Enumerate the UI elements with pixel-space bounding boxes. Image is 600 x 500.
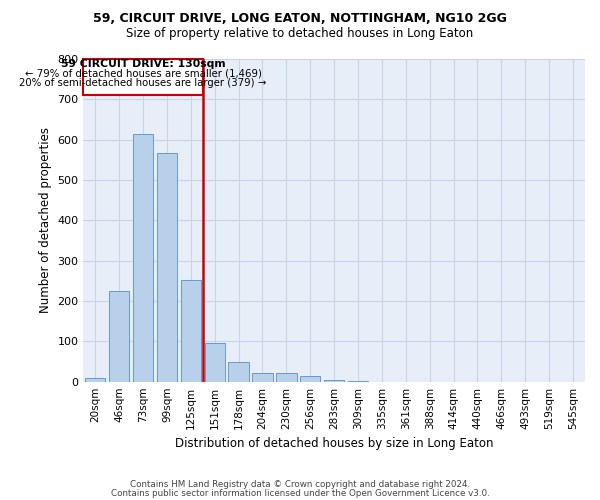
X-axis label: Distribution of detached houses by size in Long Eaton: Distribution of detached houses by size … bbox=[175, 437, 493, 450]
Text: 59 CIRCUIT DRIVE: 130sqm: 59 CIRCUIT DRIVE: 130sqm bbox=[61, 59, 226, 69]
Text: 59, CIRCUIT DRIVE, LONG EATON, NOTTINGHAM, NG10 2GG: 59, CIRCUIT DRIVE, LONG EATON, NOTTINGHA… bbox=[93, 12, 507, 26]
Y-axis label: Number of detached properties: Number of detached properties bbox=[39, 128, 52, 314]
Bar bbox=[157, 152, 177, 382]
Bar bbox=[348, 381, 368, 382]
Bar bbox=[229, 362, 249, 382]
Text: Size of property relative to detached houses in Long Eaton: Size of property relative to detached ho… bbox=[127, 28, 473, 40]
Text: ← 79% of detached houses are smaller (1,469): ← 79% of detached houses are smaller (1,… bbox=[25, 69, 262, 79]
Bar bbox=[253, 373, 272, 382]
Text: Contains HM Land Registry data © Crown copyright and database right 2024.: Contains HM Land Registry data © Crown c… bbox=[130, 480, 470, 489]
FancyBboxPatch shape bbox=[83, 59, 203, 96]
Text: 20% of semi-detached houses are larger (379) →: 20% of semi-detached houses are larger (… bbox=[19, 78, 267, 88]
Bar bbox=[205, 342, 225, 382]
Text: Contains public sector information licensed under the Open Government Licence v3: Contains public sector information licen… bbox=[110, 490, 490, 498]
Bar bbox=[85, 378, 106, 382]
Bar bbox=[300, 376, 320, 382]
Bar bbox=[109, 291, 130, 382]
Bar bbox=[181, 280, 201, 382]
Bar bbox=[133, 134, 153, 382]
Bar bbox=[276, 373, 296, 382]
Bar bbox=[324, 380, 344, 382]
